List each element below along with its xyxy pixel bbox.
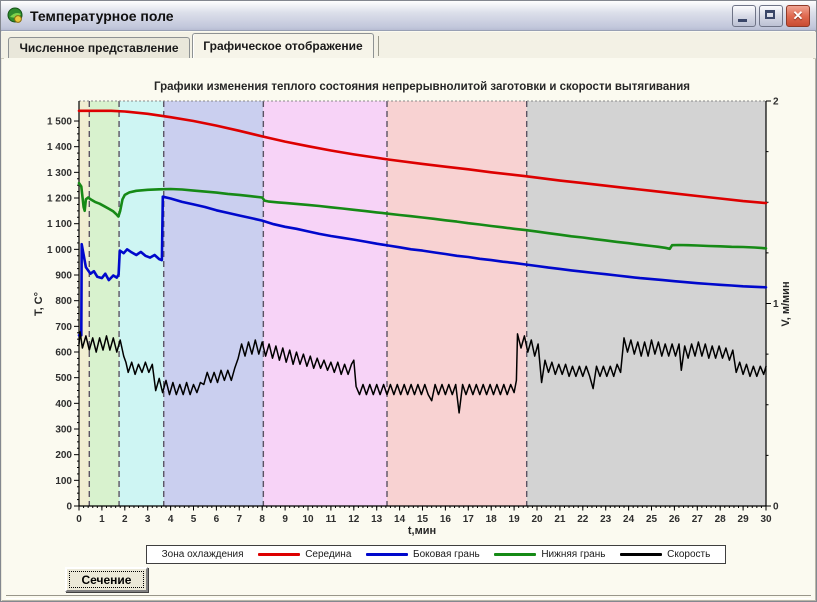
- legend-label: Боковая грань: [413, 549, 480, 560]
- chart-legend: Зона охлаждения Середина Боковая грань Н…: [146, 545, 726, 564]
- y-left-tick-label: 700: [55, 322, 72, 333]
- y-left-tick-label: 300: [55, 425, 72, 436]
- close-button[interactable]: ✕: [786, 4, 810, 27]
- x-tick-label: 22: [577, 514, 589, 525]
- x-tick-label: 18: [486, 514, 498, 525]
- legend-line-bottom-face: [494, 553, 537, 556]
- y-left-tick-label: 200: [55, 450, 72, 461]
- tab-separator: [378, 36, 379, 56]
- legend-item-middle: Середина: [258, 549, 351, 560]
- y-right-tick-label: 2: [773, 97, 779, 108]
- x-tick-label: 25: [646, 514, 658, 525]
- x-tick-label: 28: [715, 514, 727, 525]
- x-tick-label: 3: [145, 514, 151, 525]
- minimize-button[interactable]: [732, 4, 756, 27]
- close-icon: ✕: [792, 8, 804, 23]
- cooling-zone-3: [119, 101, 164, 506]
- tab-numeric-view[interactable]: Численное представление: [8, 37, 190, 58]
- x-axis-label: t,мин: [408, 525, 436, 537]
- x-tick-label: 19: [509, 514, 521, 525]
- y-left-tick-label: 900: [55, 271, 72, 282]
- x-tick-label: 14: [394, 514, 406, 525]
- y-left-tick-label: 0: [66, 502, 72, 513]
- y-left-tick-label: 600: [55, 348, 72, 359]
- x-tick-label: 6: [214, 514, 220, 525]
- legend-label: Скорость: [667, 549, 711, 560]
- window-title: Температурное поле: [30, 7, 174, 24]
- series-Нижняя грань: [77, 181, 768, 251]
- cooling-zone-5: [263, 101, 388, 506]
- y-left-tick-label: 1 000: [47, 245, 72, 256]
- y-right-tick-label: 1: [773, 299, 779, 310]
- x-tick-label: 20: [531, 514, 543, 525]
- y-left-tick-label: 500: [55, 373, 72, 384]
- y-axis-left-label: Т, С°: [33, 292, 45, 316]
- x-tick-label: 12: [348, 514, 360, 525]
- x-tick-label: 2: [122, 514, 128, 525]
- y-left-tick-label: 1 300: [47, 168, 72, 179]
- series-Скорость: [78, 331, 767, 414]
- tab-bar: Численное представление Графическое отоб…: [1, 32, 816, 59]
- y-left-tick-label: 100: [55, 476, 72, 487]
- x-tick-label: 9: [282, 514, 288, 525]
- x-tick-label: 1: [99, 514, 105, 525]
- x-tick-label: 11: [326, 514, 337, 525]
- temperature-chart: Графики изменения теплого состояния непр…: [33, 81, 792, 537]
- legend-label: Нижняя грань: [541, 549, 606, 560]
- x-tick-label: 29: [738, 514, 750, 525]
- x-tick-label: 27: [692, 514, 704, 525]
- x-tick-label: 4: [168, 514, 174, 525]
- maximize-button[interactable]: [759, 4, 783, 27]
- legend-line-speed: [620, 553, 663, 556]
- chart-title: Графики изменения теплого состояния непр…: [154, 81, 690, 93]
- legend-line-middle: [258, 553, 301, 556]
- tab-graphic-view[interactable]: Графическое отображение: [192, 33, 374, 58]
- y-left-tick-label: 800: [55, 296, 72, 307]
- minimize-icon: [738, 18, 747, 22]
- x-tick-label: 10: [302, 514, 314, 525]
- y-left-tick-label: 1 500: [47, 117, 72, 128]
- legend-item-cooling-zone: Зона охлаждения: [162, 549, 244, 560]
- legend-item-bottom-face: Нижняя грань: [494, 549, 605, 560]
- x-tick-label: 16: [440, 514, 452, 525]
- legend-label: Середина: [305, 549, 352, 560]
- y-left-tick-label: 1 200: [47, 194, 72, 205]
- y-left-tick-label: 1 400: [47, 142, 72, 153]
- cooling-zone-2: [89, 101, 120, 506]
- series-Боковая грань: [77, 195, 768, 337]
- legend-line-side-face: [366, 553, 409, 556]
- x-tick-label: 8: [259, 514, 265, 525]
- app-icon: [7, 7, 23, 23]
- x-tick-label: 7: [237, 514, 243, 525]
- x-tick-label: 0: [76, 514, 82, 525]
- x-tick-label: 17: [463, 514, 475, 525]
- section-button-label: Сечение: [81, 572, 132, 587]
- series-Середина: [77, 109, 768, 205]
- section-button[interactable]: Сечение: [65, 567, 148, 592]
- cooling-zone-7: [526, 101, 766, 506]
- tab-page-graphic: Графики изменения теплого состояния непр…: [4, 58, 813, 599]
- y-axis-right-label: V, м/мин: [780, 281, 792, 326]
- x-tick-label: 13: [371, 514, 383, 525]
- y-left-tick-label: 1 100: [47, 219, 72, 230]
- x-tick-label: 21: [554, 514, 566, 525]
- maximize-icon: [765, 9, 775, 19]
- window-bottom-groove: [6, 595, 811, 599]
- x-tick-label: 24: [623, 514, 635, 525]
- y-left-tick-label: 400: [55, 399, 72, 410]
- x-tick-label: 30: [760, 514, 772, 525]
- cooling-zone-1: [79, 101, 90, 506]
- legend-item-side-face: Боковая грань: [366, 549, 480, 560]
- legend-item-speed: Скорость: [620, 549, 710, 560]
- x-tick-label: 15: [417, 514, 429, 525]
- title-bar[interactable]: Температурное поле ✕: [1, 1, 816, 31]
- x-tick-label: 23: [600, 514, 612, 525]
- legend-label: Зона охлаждения: [161, 549, 244, 560]
- cooling-zone-4: [163, 101, 264, 506]
- y-right-tick-label: 0: [773, 502, 779, 513]
- x-tick-label: 26: [669, 514, 681, 525]
- x-tick-label: 5: [191, 514, 197, 525]
